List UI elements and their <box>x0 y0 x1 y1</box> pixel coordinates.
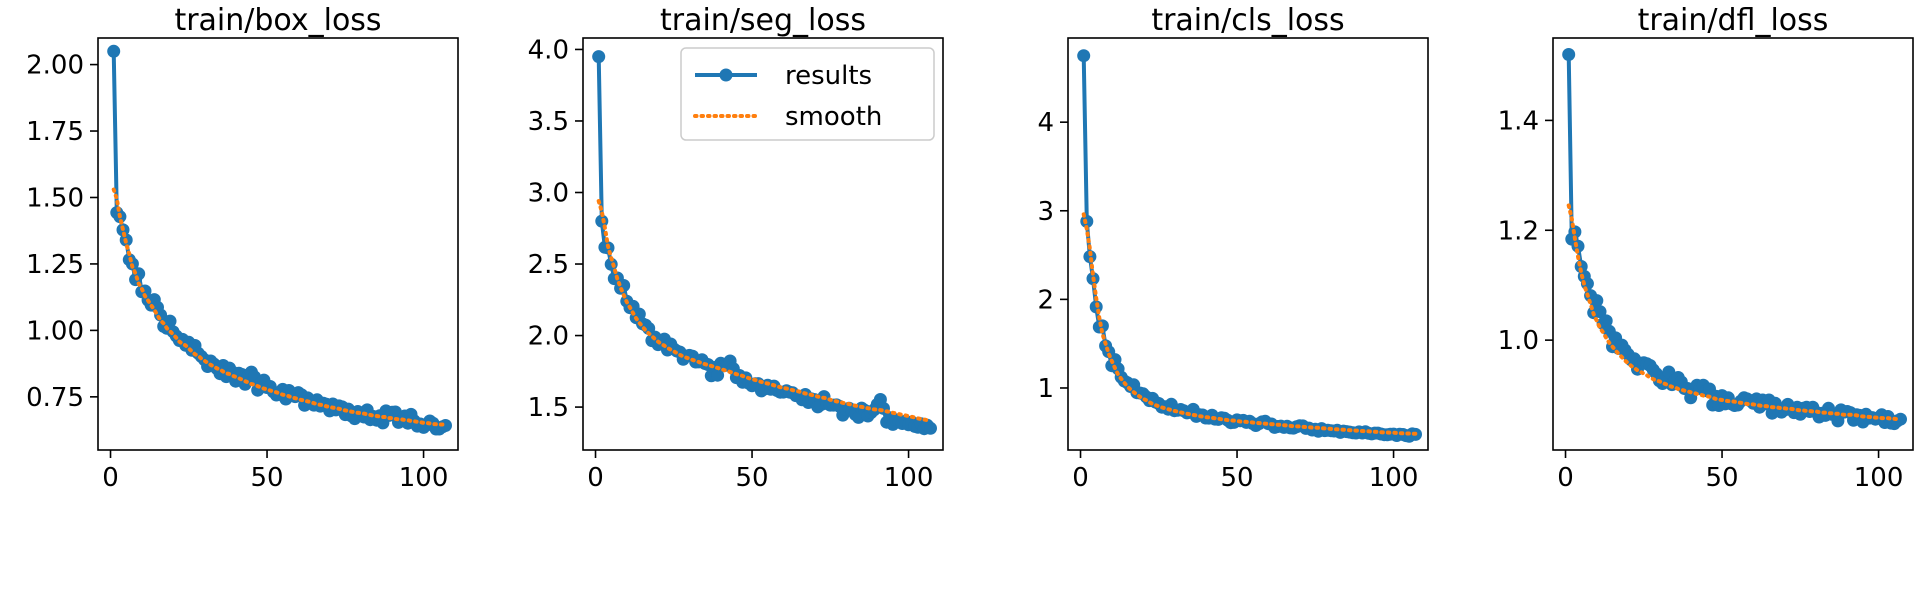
x-tick-label: 50 <box>1705 463 1738 493</box>
subplot-title: train/cls_loss <box>1151 3 1344 38</box>
results-point <box>592 50 606 64</box>
x-tick-label: 50 <box>250 463 283 493</box>
plot-area <box>592 50 937 436</box>
x-tick-label: 100 <box>884 463 934 493</box>
legend: results smooth <box>680 47 935 141</box>
x-tick-label: 0 <box>587 463 604 493</box>
y-tick-label: 1.00 <box>26 316 84 346</box>
x-tick-label: 0 <box>1072 463 1089 493</box>
results-series-line <box>1566 54 1902 426</box>
smooth-series-line <box>596 199 933 424</box>
x-tick-label: 100 <box>1369 463 1419 493</box>
y-tick-label: 1.50 <box>26 183 84 213</box>
axes-frame <box>97 37 459 451</box>
x-tick-label: 50 <box>735 463 768 493</box>
x-tick-label: 100 <box>1854 463 1904 493</box>
x-tick-label: 100 <box>399 463 449 493</box>
results-point <box>1599 314 1613 328</box>
x-tick-label: 0 <box>102 463 119 493</box>
smooth-series-line <box>1566 203 1903 422</box>
y-tick-label: 1.5 <box>528 393 569 423</box>
legend-label: results <box>785 61 872 91</box>
y-tick-label: 3.0 <box>528 179 569 209</box>
legend-results-marker <box>719 68 733 82</box>
subplot-2: train/cls_loss 0 50 100 1 2 3 4 <box>1037 3 1429 493</box>
y-tick-label: 2.00 <box>26 51 84 81</box>
results-markers <box>1077 49 1422 443</box>
y-tick-label: 1.0 <box>1498 326 1539 356</box>
results-point <box>163 314 177 328</box>
results-point <box>1590 294 1604 308</box>
subplot-title: train/dfl_loss <box>1638 3 1829 38</box>
y-tick-label: 3 <box>1037 197 1054 227</box>
axes-frame <box>582 37 944 451</box>
y-tick-label: 1.2 <box>1498 216 1539 246</box>
results-point <box>1562 48 1576 61</box>
results-point <box>1077 49 1091 63</box>
subplot-title: train/seg_loss <box>660 3 866 38</box>
subplot-title: train/box_loss <box>174 3 381 38</box>
y-tick-label: 2.5 <box>528 250 569 280</box>
subplot-3: train/dfl_loss 0 50 100 1.0 1.2 1.4 <box>1498 3 1914 493</box>
plot-area <box>107 44 452 436</box>
subplot-1: train/seg_loss 0 50 100 1.5 2.0 2.5 3.0 3.5 4.0 re… <box>528 3 944 493</box>
x-tick-label: 50 <box>1220 463 1253 493</box>
smooth-series-line <box>111 187 448 427</box>
axes-frame <box>1067 37 1429 451</box>
results-point <box>1593 305 1607 319</box>
results-point <box>439 419 452 432</box>
results-markers <box>592 50 937 436</box>
plot-area <box>1077 49 1422 443</box>
subplot-0: train/box_loss 0 50 100 0.75 1.00 1.25 1.50 1.75… <box>26 3 459 493</box>
y-tick-label: 1.25 <box>26 250 84 280</box>
y-tick-label: 3.5 <box>528 107 569 137</box>
results-point <box>107 44 121 58</box>
axes-frame <box>1552 37 1914 451</box>
y-tick-label: 1.4 <box>1498 106 1539 136</box>
y-tick-label: 2 <box>1037 285 1054 315</box>
results-series-line <box>111 51 447 431</box>
results-markers <box>1562 48 1907 431</box>
results-point <box>1894 412 1907 426</box>
plot-area <box>1562 48 1907 431</box>
results-point <box>924 421 937 435</box>
y-tick-label: 4.0 <box>528 35 569 65</box>
x-tick-label: 0 <box>1557 463 1574 493</box>
legend-label: smooth <box>785 102 882 132</box>
results-point <box>711 368 725 382</box>
y-tick-label: 4 <box>1037 108 1054 138</box>
legend-box <box>680 47 935 141</box>
y-tick-label: 0.75 <box>26 383 84 413</box>
y-tick-label: 2.0 <box>528 322 569 352</box>
smooth-series-line <box>1081 212 1418 436</box>
results-markers <box>107 44 452 436</box>
y-tick-label: 1.75 <box>26 117 84 147</box>
y-tick-label: 1 <box>1037 374 1054 404</box>
